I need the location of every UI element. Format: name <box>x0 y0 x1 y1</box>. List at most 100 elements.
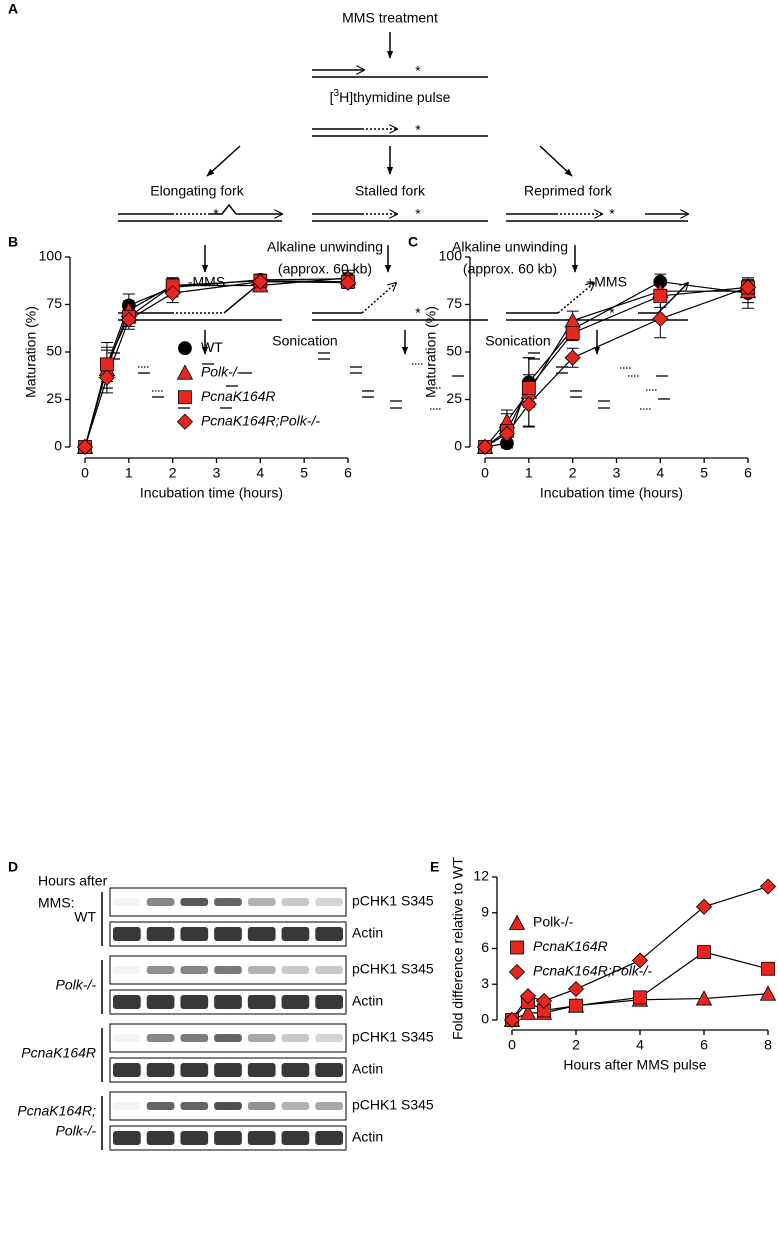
diagram-text: Alkaline unwinding <box>452 239 568 255</box>
marker <box>521 381 536 396</box>
lesion: * <box>609 206 615 222</box>
marker <box>759 878 777 895</box>
marker <box>519 1004 537 1020</box>
panel-label: D <box>8 859 18 875</box>
blot-band <box>113 995 141 1009</box>
blot-band <box>315 966 343 974</box>
x-tick-label: 5 <box>700 465 708 481</box>
marker <box>535 992 553 1009</box>
y-axis-title: Fold difference relative to WT <box>450 857 466 1040</box>
marker <box>176 413 194 430</box>
marker <box>76 438 94 456</box>
y-axis-title: Maturation (%) <box>23 306 39 398</box>
group-label: Polk-/- <box>56 977 97 993</box>
blot-band <box>281 1034 310 1042</box>
diagram-line <box>206 145 241 177</box>
marker <box>120 311 137 328</box>
row-label: pCHK1 S345 <box>352 893 434 909</box>
blot-band <box>247 898 276 906</box>
blot-band <box>247 1131 276 1145</box>
blot-band <box>146 927 175 941</box>
blot-band <box>315 995 343 1009</box>
diagram-text: Sonication <box>485 333 550 349</box>
panel-label: A <box>8 1 18 17</box>
blot-band <box>180 1102 209 1110</box>
blot-band <box>214 995 242 1009</box>
x-tick-label: 4 <box>256 465 264 481</box>
blot-band <box>113 1131 141 1145</box>
blot-band <box>315 927 343 941</box>
blot-band <box>247 1102 276 1110</box>
lesion: * <box>415 305 421 321</box>
text-part: 3 <box>334 88 340 99</box>
marker <box>695 898 713 915</box>
marker <box>564 349 581 366</box>
marker <box>761 961 775 976</box>
marker <box>652 310 669 327</box>
y-axis-title: Maturation (%) <box>423 306 439 398</box>
panel-label: E <box>430 859 439 875</box>
x-tick-label: 1 <box>125 465 133 481</box>
diagram-line <box>361 283 396 314</box>
blot-band <box>113 1034 141 1042</box>
blot-band <box>113 1102 141 1110</box>
blot-band <box>214 1063 242 1077</box>
y-tick-label: 75 <box>46 295 62 311</box>
marker <box>520 396 537 413</box>
blot-band <box>146 898 175 906</box>
blot-band <box>214 966 242 974</box>
x-tick-label: 4 <box>636 1037 644 1053</box>
chart-subtitle: +MMS <box>586 274 627 290</box>
x-tick-label: 4 <box>656 465 664 481</box>
blot-band <box>281 898 310 906</box>
marker <box>519 988 537 1005</box>
blot-band <box>180 1063 209 1077</box>
blot-band <box>315 1034 343 1042</box>
y-tick-label: 50 <box>46 343 62 359</box>
blot-band <box>247 1063 276 1077</box>
marker <box>252 273 269 290</box>
blot-band <box>180 1131 209 1145</box>
lesion: * <box>415 63 421 79</box>
x-tick-label: 2 <box>169 465 177 481</box>
blot-band <box>113 1063 141 1077</box>
row-label: Actin <box>352 1129 383 1145</box>
x-tick-label: 0 <box>481 465 489 481</box>
marker <box>633 990 647 1005</box>
fork-label: Elongating fork <box>150 183 244 199</box>
blot-band <box>214 898 242 906</box>
blot-band <box>247 1034 276 1042</box>
x-tick-label: 5 <box>300 465 308 481</box>
blot-band <box>281 1131 310 1145</box>
y-tick-label: 100 <box>439 248 463 264</box>
y-tick-label: 100 <box>39 248 63 264</box>
y-tick-label: 12 <box>473 868 489 884</box>
panel-label: C <box>408 234 418 250</box>
y-tick-label: 0 <box>54 438 62 454</box>
x-tick-label: 6 <box>700 1037 708 1053</box>
marker <box>697 945 711 959</box>
series-line <box>84 277 349 448</box>
row-label: pCHK1 S345 <box>352 1097 434 1113</box>
lesion: * <box>415 122 421 138</box>
blot-band <box>180 898 209 906</box>
blot-band <box>281 1063 310 1077</box>
marker <box>508 914 526 930</box>
legend-label: PcnaK164R;Polk-/- <box>533 963 652 979</box>
group-label: PcnaK164R; <box>17 1103 96 1119</box>
marker <box>176 364 194 380</box>
blot-band <box>315 1131 343 1145</box>
marker <box>565 326 580 340</box>
blot-band <box>146 966 175 974</box>
y-tick-label: 75 <box>446 295 462 311</box>
blot-header: Hours after <box>38 873 108 889</box>
blot-band <box>315 1102 343 1110</box>
marker <box>164 285 181 302</box>
diagram-text: [3H]thymidine pulse <box>330 88 451 105</box>
diagram-line <box>539 145 573 177</box>
x-axis-title: Hours after MMS pulse <box>563 1057 706 1073</box>
diagram-line <box>208 203 237 215</box>
blot-band <box>281 927 310 941</box>
marker <box>739 279 757 296</box>
